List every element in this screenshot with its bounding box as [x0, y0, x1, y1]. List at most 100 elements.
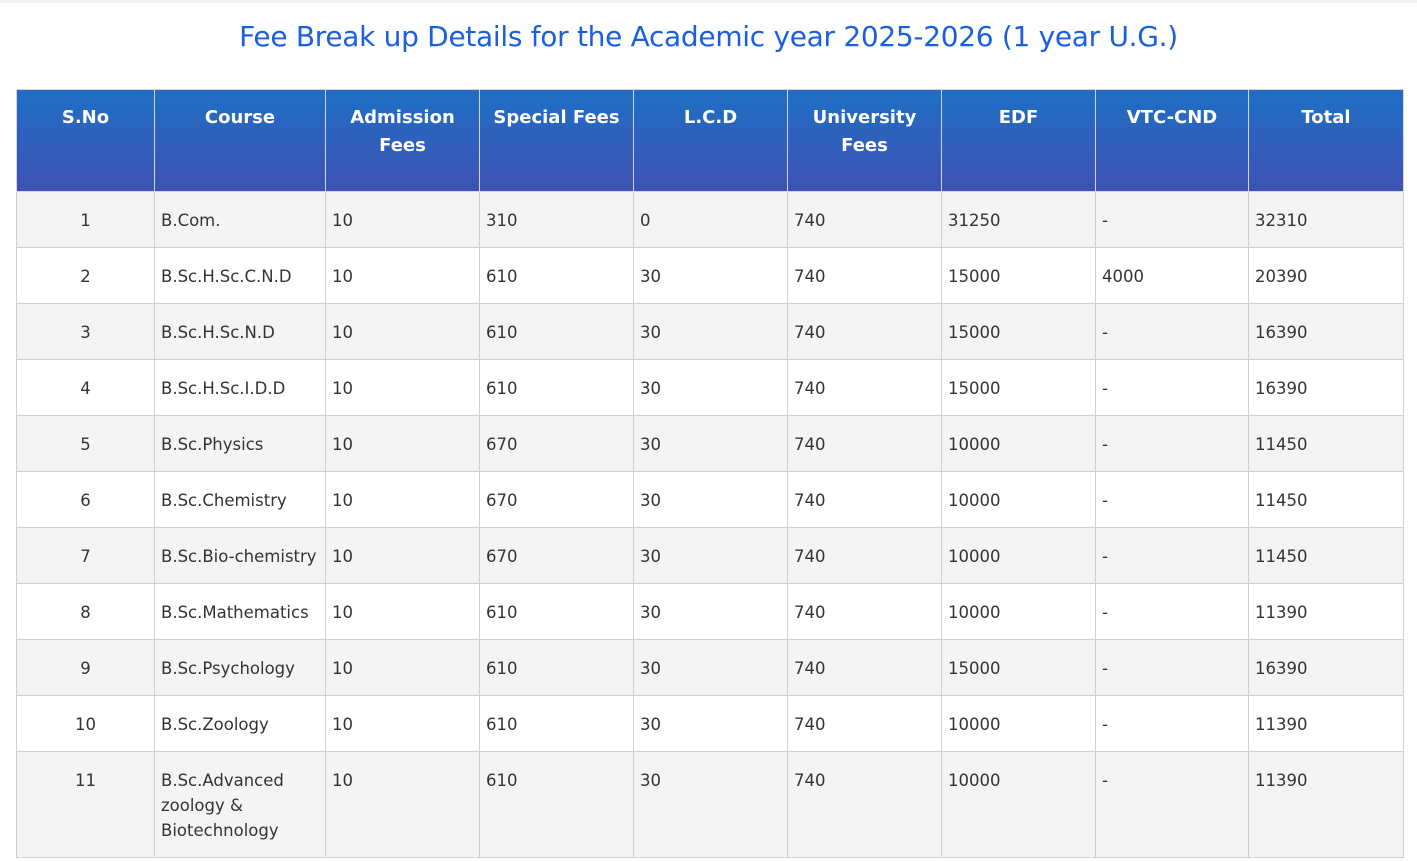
cell-admission-fees: 10 — [325, 303, 480, 360]
cell-edf: 15000 — [941, 359, 1096, 416]
page-title: Fee Break up Details for the Academic ye… — [239, 20, 1178, 53]
cell-university-fees: 740 — [787, 583, 942, 640]
cell-university-fees: 740 — [787, 247, 942, 304]
cell-edf: 10000 — [941, 527, 1096, 584]
cell-course: B.Sc.H.Sc.I.D.D — [154, 359, 326, 416]
cell-special-fees: 610 — [479, 751, 634, 858]
cell-lcd: 30 — [633, 415, 788, 472]
cell-special-fees: 610 — [479, 583, 634, 640]
cell-vtc-cnd: - — [1095, 359, 1249, 416]
cell-lcd: 0 — [633, 191, 788, 248]
cell-university-fees: 740 — [787, 191, 942, 248]
cell-edf: 15000 — [941, 247, 1096, 304]
column-header-special-fees: Special Fees — [479, 89, 634, 192]
cell-edf: 10000 — [941, 583, 1096, 640]
cell-university-fees: 740 — [787, 527, 942, 584]
cell-special-fees: 610 — [479, 359, 634, 416]
cell-edf: 10000 — [941, 415, 1096, 472]
cell-sno: 1 — [16, 191, 155, 248]
cell-total: 11390 — [1248, 695, 1404, 752]
cell-lcd: 30 — [633, 527, 788, 584]
column-header-university-fees: University Fees — [787, 89, 942, 192]
cell-vtc-cnd: - — [1095, 303, 1249, 360]
column-header-admission-fees: Admission Fees — [325, 89, 480, 192]
column-header-sno: S.No — [16, 89, 155, 192]
cell-special-fees: 610 — [479, 303, 634, 360]
cell-vtc-cnd: 4000 — [1095, 247, 1249, 304]
cell-admission-fees: 10 — [325, 191, 480, 248]
cell-total: 11450 — [1248, 415, 1404, 472]
cell-sno: 7 — [16, 527, 155, 584]
cell-university-fees: 740 — [787, 359, 942, 416]
cell-edf: 15000 — [941, 639, 1096, 696]
cell-vtc-cnd: - — [1095, 191, 1249, 248]
column-header-edf: EDF — [941, 89, 1096, 192]
cell-course: B.Sc.Mathematics — [154, 583, 326, 640]
cell-lcd: 30 — [633, 247, 788, 304]
cell-sno: 3 — [16, 303, 155, 360]
cell-lcd: 30 — [633, 303, 788, 360]
cell-vtc-cnd: - — [1095, 471, 1249, 528]
cell-course: B.Sc.Physics — [154, 415, 326, 472]
cell-admission-fees: 10 — [325, 751, 480, 858]
table-row: 4 B.Sc.H.Sc.I.D.D 10 610 30 740 15000-16390 — [16, 359, 1404, 416]
cell-university-fees: 740 — [787, 751, 942, 858]
cell-university-fees: 740 — [787, 415, 942, 472]
cell-special-fees: 610 — [479, 695, 634, 752]
cell-special-fees: 310 — [479, 191, 634, 248]
cell-course: B.Sc.H.Sc.N.D — [154, 303, 326, 360]
cell-admission-fees: 10 — [325, 583, 480, 640]
cell-special-fees: 670 — [479, 415, 634, 472]
cell-special-fees: 670 — [479, 471, 634, 528]
table-row: 6 B.Sc.Chemistry 10 670 30 740 10000-11450 — [16, 471, 1404, 528]
cell-university-fees: 740 — [787, 471, 942, 528]
table-row: 10 B.Sc.Zoology 10 610 30 740 10000-11390 — [16, 695, 1404, 752]
table-row: 9 B.Sc.Psychology 10 610 30 740 15000-16390 — [16, 639, 1404, 696]
cell-sno: 6 — [16, 471, 155, 528]
cell-total: 16390 — [1248, 359, 1404, 416]
cell-edf: 10000 — [941, 471, 1096, 528]
cell-course: B.Sc.H.Sc.C.N.D — [154, 247, 326, 304]
cell-total: 11390 — [1248, 751, 1404, 858]
cell-sno: 11 — [16, 751, 155, 858]
cell-university-fees: 740 — [787, 695, 942, 752]
cell-vtc-cnd: - — [1095, 583, 1249, 640]
cell-total: 11450 — [1248, 471, 1404, 528]
cell-lcd: 30 — [633, 639, 788, 696]
table-row: 11 B.Sc.Advanced zoology & Biotechnology 1… — [16, 751, 1404, 858]
table-row: 1 B.Com. 10 310 0 740 31250-32310 — [16, 191, 1404, 248]
cell-lcd: 30 — [633, 751, 788, 858]
cell-special-fees: 610 — [479, 639, 634, 696]
cell-course: B.Sc.Bio-chemistry — [154, 527, 326, 584]
cell-total: 11450 — [1248, 527, 1404, 584]
cell-course: B.Sc.Advanced zoology & Biotechnology — [154, 751, 326, 858]
table-header-row: S.No Course Admission Fees Special Fees L.C.… — [16, 89, 1404, 192]
cell-total: 11390 — [1248, 583, 1404, 640]
cell-vtc-cnd: - — [1095, 751, 1249, 858]
cell-special-fees: 670 — [479, 527, 634, 584]
cell-sno: 4 — [16, 359, 155, 416]
cell-sno: 10 — [16, 695, 155, 752]
cell-vtc-cnd: - — [1095, 415, 1249, 472]
cell-edf: 10000 — [941, 695, 1096, 752]
cell-admission-fees: 10 — [325, 415, 480, 472]
cell-university-fees: 740 — [787, 303, 942, 360]
cell-admission-fees: 10 — [325, 247, 480, 304]
cell-edf: 31250 — [941, 191, 1096, 248]
cell-sno: 9 — [16, 639, 155, 696]
cell-university-fees: 740 — [787, 639, 942, 696]
cell-admission-fees: 10 — [325, 359, 480, 416]
cell-lcd: 30 — [633, 359, 788, 416]
cell-special-fees: 610 — [479, 247, 634, 304]
cell-admission-fees: 10 — [325, 639, 480, 696]
cell-admission-fees: 10 — [325, 695, 480, 752]
cell-sno: 2 — [16, 247, 155, 304]
cell-total: 16390 — [1248, 303, 1404, 360]
cell-sno: 5 — [16, 415, 155, 472]
cell-course: B.Sc.Zoology — [154, 695, 326, 752]
cell-total: 16390 — [1248, 639, 1404, 696]
top-strip — [0, 0, 1417, 3]
column-header-course: Course — [154, 89, 326, 192]
table-row: 2 B.Sc.H.Sc.C.N.D 10 610 30 740 15000 4000 20390 — [16, 247, 1404, 304]
cell-edf: 10000 — [941, 751, 1096, 858]
